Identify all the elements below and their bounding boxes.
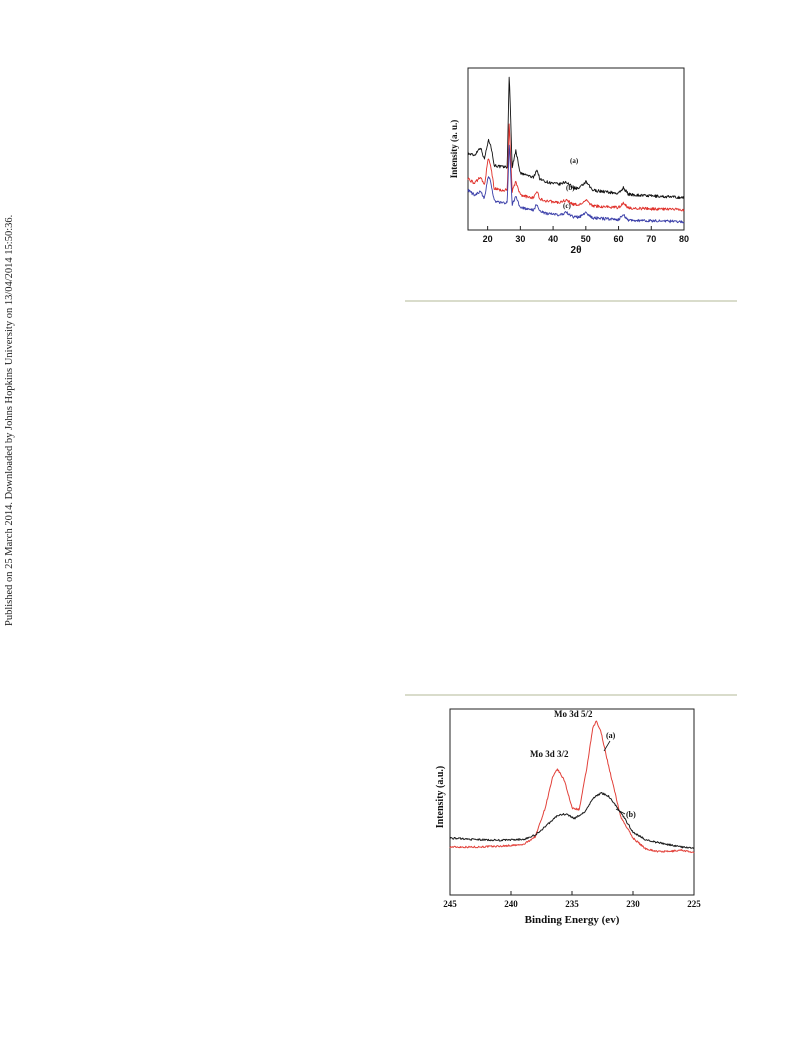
xps-x-axis-label: Binding Energy (ev) [525,914,620,926]
xps-annotation-mo-3d52: Mo 3d 5/2 [554,709,593,719]
xps-x-tick-label-225: 225 [687,899,701,909]
xrd-annotation-b: (b) [566,184,575,192]
xrd-x-tick-label-50: 50 [581,234,591,244]
xrd-x-axis-label: 2θ [571,245,582,256]
xrd-chart: 20 30 40 50 60 70 80 2θ Intensity (a. u.) (a) … [449,67,689,256]
xps-plot-frame [449,708,695,896]
xps-annotation-b: (b) [626,810,636,819]
xrd-x-tick-label-20: 20 [483,234,493,244]
xrd-x-tick-label-70: 70 [646,234,656,244]
xrd-y-axis-label: Intensity (a. u.) [449,120,459,179]
xps-annotation-mo-3d32: Mo 3d 3/2 [530,749,569,759]
xrd-x-tick-label-40: 40 [548,234,558,244]
xps-x-tick-label-245: 245 [443,899,457,909]
xps-figure: 245 240 235 230 225 Binding Energy (ev) Inte… [430,705,705,930]
xps-x-tick-label-230: 230 [626,899,640,909]
xrd-annotation-c: (c) [563,202,571,210]
xps-x-tick-label-235: 235 [565,899,579,909]
side-publication-text: Published on 25 March 2014. Downloaded b… [4,214,15,626]
xrd-x-tick-label-60: 60 [614,234,624,244]
xrd-series-a [467,76,685,200]
xps-chart: 245 240 235 230 225 Binding Energy (ev) Inte… [435,708,701,926]
xrd-series-b [467,123,685,212]
xps-arrow-b [615,808,626,815]
section-divider-top [405,300,737,302]
xps-arrow-a [603,740,611,752]
xps-y-axis-label: Intensity (a.u.) [435,766,446,829]
xrd-annotation-a: (a) [570,157,579,165]
xps-x-tick-label-240: 240 [504,899,518,909]
xps-series-a [449,720,695,854]
xrd-x-tick-label-80: 80 [679,234,689,244]
section-divider-bottom [405,694,737,696]
xrd-series-c [467,144,685,224]
xps-series-b [449,792,695,850]
xrd-figure: 20 30 40 50 60 70 80 2θ Intensity (a. u.) (a) … [440,60,700,260]
xps-annotation-a: (a) [606,731,616,740]
xrd-x-tick-label-30: 30 [515,234,525,244]
xrd-plot-frame [467,67,685,231]
